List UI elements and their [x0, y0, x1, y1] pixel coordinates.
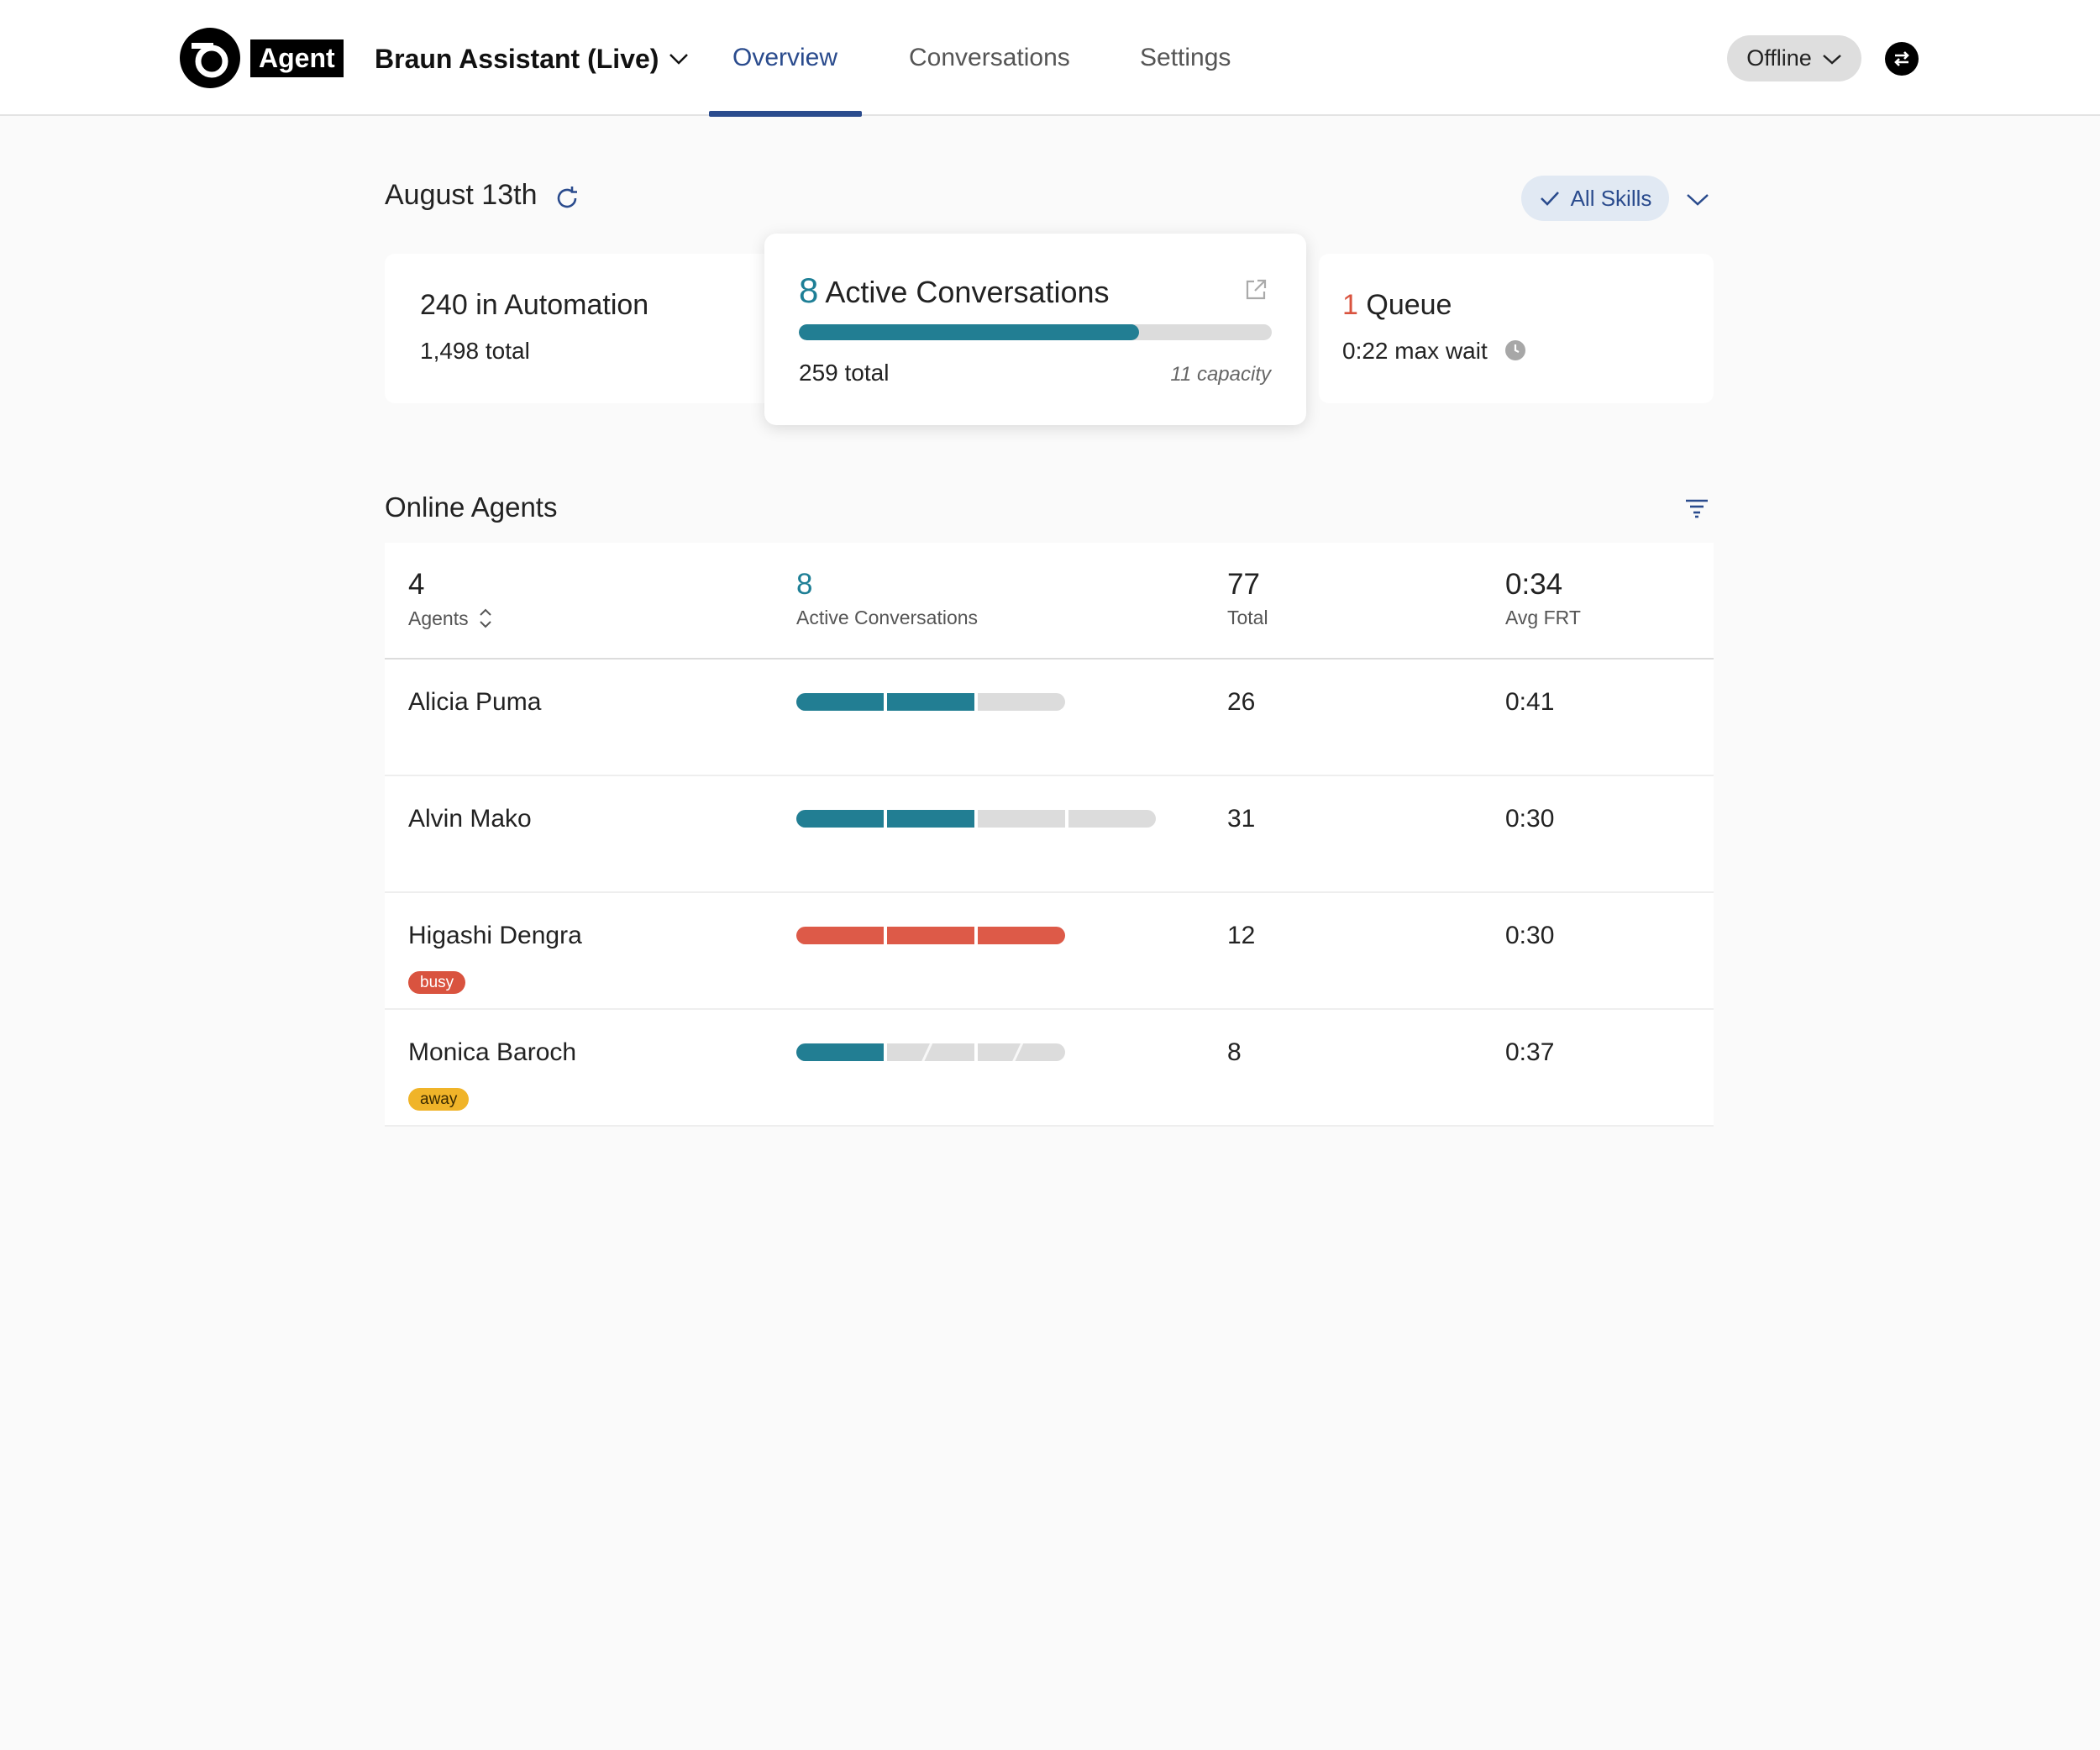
- load-segment-red: [978, 927, 1065, 944]
- conversation-load-bar: [796, 693, 1065, 711]
- top-bar: Agent Braun Assistant (Live) Overview Co…: [0, 0, 2100, 117]
- chevron-down-icon: [669, 54, 689, 65]
- bot-name: Braun Assistant (Live): [375, 43, 659, 74]
- check-icon: [1540, 192, 1559, 206]
- agent-total: 26: [1227, 688, 1256, 716]
- active-conversations-header: 8 Active Conversations: [796, 568, 978, 629]
- skills-filter-button[interactable]: All Skills: [1521, 176, 1669, 221]
- table-row[interactable]: Higashi Dengra busy 12 0:30: [385, 893, 1714, 1010]
- status-dropdown[interactable]: Offline: [1727, 35, 1861, 81]
- load-segment-teal: [887, 693, 974, 711]
- agents-table: 4 Agents 8 Active Conversations 77 Total…: [385, 543, 1714, 1127]
- agent-name: Monica Baroch: [408, 1038, 577, 1066]
- table-row[interactable]: Monica Baroch away 8 0:37: [385, 1010, 1714, 1127]
- status-label: Offline: [1746, 45, 1812, 71]
- sort-icon[interactable]: [477, 607, 494, 630]
- filter-icon[interactable]: [1683, 496, 1710, 519]
- queue-wait-label: max wait: [1394, 338, 1488, 364]
- table-row[interactable]: Alicia Puma 26 0:41: [385, 660, 1714, 776]
- summary-active-label: Active Conversations: [796, 607, 979, 628]
- agent-name: Higashi Dengra: [408, 922, 582, 949]
- agent-name: Alvin Mako: [408, 805, 532, 833]
- agent-total: 12: [1227, 922, 1256, 949]
- chevron-down-icon: [1822, 54, 1841, 65]
- summary-active-count: 8: [796, 568, 813, 601]
- active-tab-indicator: [709, 111, 862, 117]
- agents-count: 4: [408, 568, 425, 601]
- active-conversations-card[interactable]: 8 Active Conversations 259 total 11 capa…: [764, 234, 1306, 425]
- summary-total-count: 77: [1227, 568, 1260, 601]
- swap-button[interactable]: [1885, 42, 1919, 76]
- clock-icon: [1504, 340, 1525, 360]
- avg-frt-header: 0:34 Avg FRT: [1505, 568, 1581, 629]
- load-segment-teal: [796, 693, 884, 711]
- load-segment-red: [796, 927, 884, 944]
- capacity-label: 11 capacity: [1170, 363, 1271, 386]
- capacity-progress-bar: [799, 324, 1272, 340]
- agent-frt: 0:30: [1505, 805, 1555, 833]
- tab-conversations[interactable]: Conversations: [909, 44, 1070, 71]
- logo-icon: [180, 28, 240, 88]
- automation-total-label: total: [485, 338, 530, 364]
- agents-table-header: 4 Agents 8 Active Conversations 77 Total…: [385, 543, 1714, 660]
- load-segment-empty: [978, 693, 1065, 711]
- swap-arrows-icon: [1894, 51, 1909, 66]
- load-segment-empty: [1068, 810, 1156, 828]
- summary-total-label: Total: [1227, 607, 1268, 628]
- conversation-load-bar: [796, 1043, 1065, 1061]
- conversation-load-bar: [796, 927, 1065, 944]
- external-link-icon[interactable]: [1243, 277, 1268, 302]
- tab-overview[interactable]: Overview: [732, 44, 838, 71]
- conversation-load-bar: [796, 810, 1156, 828]
- active-count: 8: [799, 271, 819, 310]
- automation-count: 240: [420, 289, 468, 321]
- agent-frt: 0:37: [1505, 1038, 1555, 1066]
- tab-settings[interactable]: Settings: [1140, 44, 1231, 71]
- load-segment-red: [887, 927, 974, 944]
- table-row[interactable]: Alvin Mako 31 0:30: [385, 776, 1714, 893]
- bot-selector[interactable]: Braun Assistant (Live): [375, 37, 690, 81]
- load-segment-hatched: [978, 1043, 1065, 1061]
- load-segment-hatched: [887, 1043, 974, 1061]
- online-agents-title: Online Agents: [385, 491, 558, 523]
- load-segment-empty: [978, 810, 1065, 828]
- queue-label: Queue: [1366, 289, 1452, 321]
- capacity-progress-fill: [799, 324, 1140, 340]
- agents-label: Agents: [408, 607, 469, 629]
- agents-count-header: 4 Agents: [408, 568, 494, 630]
- summary-frt-label: Avg FRT: [1505, 607, 1581, 628]
- load-segment-teal: [796, 1043, 884, 1061]
- load-segment-teal: [796, 810, 884, 828]
- status-badge: away: [408, 1088, 470, 1111]
- agent-name: Alicia Puma: [408, 688, 542, 716]
- chevron-down-icon[interactable]: [1685, 188, 1710, 210]
- agent-total: 31: [1227, 805, 1256, 833]
- brand-label: Agent: [250, 39, 344, 77]
- agent-total: 8: [1227, 1038, 1242, 1066]
- queue-wait: 0:22: [1342, 338, 1389, 364]
- active-total: 259: [799, 360, 838, 386]
- total-header: 77 Total: [1227, 568, 1268, 629]
- queue-card: 1 Queue 0:22 max wait: [1319, 254, 1714, 403]
- agent-frt: 0:41: [1505, 688, 1555, 716]
- automation-label: in Automation: [475, 289, 649, 321]
- automation-card: 240 in Automation 1,498 total: [385, 254, 780, 403]
- date-label: August 13th: [385, 179, 538, 211]
- skills-filter-label: All Skills: [1570, 185, 1652, 211]
- status-badge: busy: [408, 971, 466, 994]
- active-label: Active Conversations: [825, 275, 1110, 309]
- active-total-label: total: [844, 360, 890, 386]
- summary-frt: 0:34: [1505, 568, 1563, 601]
- agent-frt: 0:30: [1505, 922, 1555, 949]
- load-segment-teal: [887, 810, 974, 828]
- queue-count: 1: [1342, 289, 1358, 321]
- automation-total: 1,498: [420, 338, 480, 364]
- refresh-icon[interactable]: [554, 185, 580, 212]
